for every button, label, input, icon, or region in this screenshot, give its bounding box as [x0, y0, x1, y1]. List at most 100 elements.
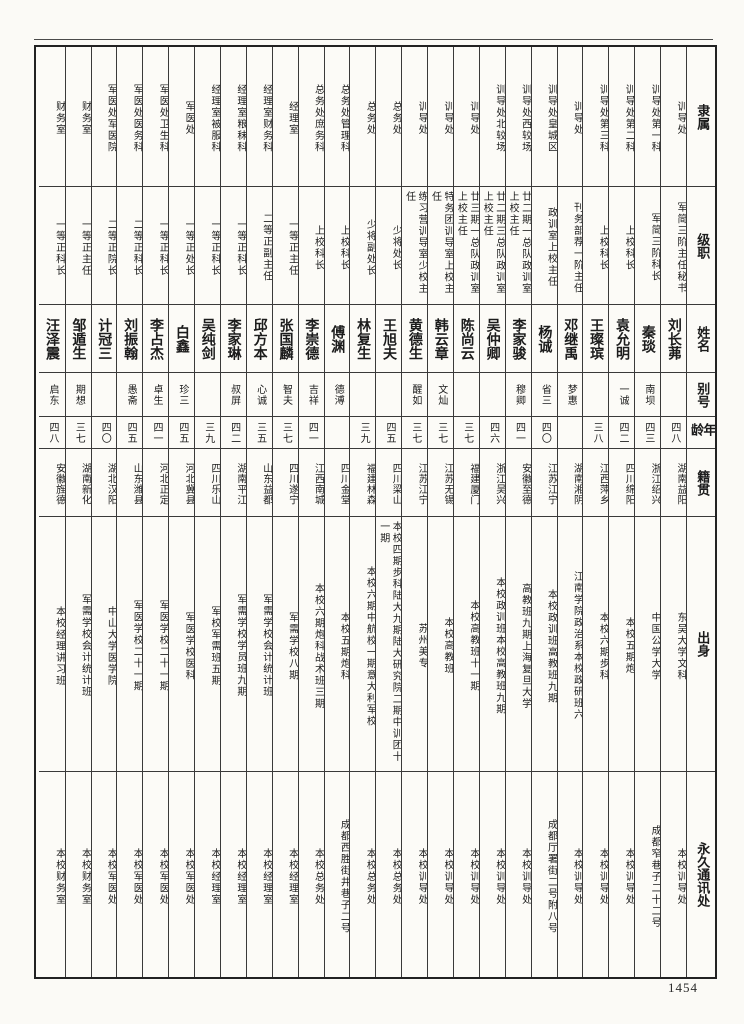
- cell-address: 本校经理室: [208, 847, 220, 906]
- person-column: 训导处第三科 上校科长 王璨瑸 三八 江西萍乡 本校六期步科 本校训导处: [582, 47, 609, 977]
- cell-native-place: 四川遂宁: [272, 449, 298, 517]
- person-column: 经理室粮秣科 一等正科长 李家琳 叔屏 四二 湖南平江 军需学校学员班九期 本校…: [219, 47, 246, 977]
- cell-age: 三七: [65, 417, 91, 449]
- cell-address: 本校经理室: [260, 847, 272, 906]
- cell-address: 本校经理室: [234, 847, 246, 906]
- cell-native-place: 四川乐山: [195, 449, 220, 517]
- cell-native-place: 江苏无锡: [428, 449, 453, 517]
- cell-affiliation: 总务处管理科: [324, 47, 350, 187]
- cell-rank: 二等正科长: [117, 187, 143, 305]
- cell-rank: 刊务部荐一阶主任: [557, 187, 583, 305]
- cell-age: 四五: [376, 417, 402, 449]
- cell-alias: [195, 373, 220, 417]
- person-column: 训导处 刊务部荐一阶主任 邓继禹 梦惠 湖南湘阴 江南学院政治系本校政研班六 本…: [556, 47, 583, 977]
- cell-education: 军医学校二十一期: [117, 517, 143, 772]
- cell-education: 苏州美专: [402, 517, 428, 772]
- cell-age: 四二: [609, 417, 635, 449]
- cell-alias: 心诚: [246, 373, 272, 417]
- cell-age: 四一: [143, 417, 169, 449]
- cell-native-place: 湖南平江: [220, 449, 246, 517]
- cell-rank: 廿二期三总队政训室上校主任: [479, 187, 505, 305]
- cell-age: 三八: [583, 417, 609, 449]
- cell-address: 本校训导处: [675, 847, 686, 906]
- cell-education: 军需学校会计统计班: [246, 517, 272, 772]
- personnel-register-table: 隶属 级职 姓名 别号 年龄 籍贯 出身 永久通讯处 训导处 军简三阶主任秘书 …: [34, 45, 717, 979]
- page-number: 1454: [668, 980, 698, 995]
- cell-name: 汪泽震: [38, 305, 65, 373]
- cell-address: 本校训导处: [571, 847, 583, 906]
- cell-education: 军需学校八期: [272, 517, 298, 772]
- cell-affiliation: 训导处皇城区: [531, 47, 557, 187]
- cell-rank: 少将副处长: [350, 187, 376, 305]
- cell-alias: 期想: [65, 373, 91, 417]
- page-top-rule: [34, 39, 713, 40]
- cell-age: 四八: [38, 417, 65, 449]
- cell-education: 军医学校医科: [169, 517, 195, 772]
- cell-rank: 二等正院长: [91, 187, 117, 305]
- cell-education: 高教班九期上海复旦大学: [505, 517, 531, 772]
- cell-address: 成都西胜街井巷子二号: [338, 819, 350, 934]
- cell-age: 四五: [169, 417, 195, 449]
- cell-affiliation: 训导处西较场: [505, 47, 531, 187]
- cell-rank: 廿二期一总队政训室上校主任: [505, 187, 531, 305]
- cell-affiliation: 训导处第一科: [635, 47, 661, 187]
- cell-native-place: 湖南益阳: [661, 449, 686, 517]
- cell-affiliation: 军医处军医院: [91, 47, 117, 187]
- cell-address: 本校财务室: [53, 847, 65, 906]
- cell-education: 本校经理讲习班: [38, 517, 65, 772]
- cell-rank: 二等正副主任: [246, 187, 272, 305]
- cell-age: 三九: [350, 417, 376, 449]
- cell-age: 四〇: [91, 417, 117, 449]
- cell-age: 四八: [661, 417, 686, 449]
- cell-education: 军医学校二十一期: [143, 517, 169, 772]
- cell-address: 本校训导处: [623, 847, 635, 906]
- cell-alias: 启东: [38, 373, 65, 417]
- cell-rank: 上校科长: [324, 187, 350, 305]
- cell-education: 本校五期炮: [609, 517, 635, 772]
- cell-address: 本校训导处: [467, 847, 479, 906]
- cell-native-place: 湖南湘阴: [557, 449, 583, 517]
- cell-address: 本校总务处: [312, 847, 324, 906]
- cell-education: 本校六期炮科战术班三期: [298, 517, 324, 772]
- person-column: 训导处第一科 军简三阶科长 秦琰 南坝 四三 浙江绍兴 中国公学大学 成都窄巷子…: [634, 47, 661, 977]
- person-column: 军医处卫生科 一等正科长 李占杰 卓生 四一 河北正定 军医学校二十一期 本校军…: [142, 47, 169, 977]
- person-column: 经理室财务科 二等正副主任 邱方本 心诚 三五 山东益都 军需学校会计统计班 本…: [245, 47, 272, 977]
- cell-education: 本校高教班十一期: [453, 517, 479, 772]
- cell-alias: 吉祥: [298, 373, 324, 417]
- cell-alias: 醒如: [402, 373, 428, 417]
- person-column: 总务处管理科 上校科长 傅渊 德溥 四川金堂 本校五期炮科 成都西胜街井巷子二号: [323, 47, 350, 977]
- cell-name: 袁允明: [609, 305, 635, 373]
- cell-address: 本校训导处: [493, 847, 505, 906]
- cell-rank: 一等正科长: [143, 187, 169, 305]
- header-age-label: 年龄: [687, 417, 715, 449]
- cell-rank: 一等正科长: [38, 187, 65, 305]
- cell-alias: 一诚: [609, 373, 635, 417]
- cell-name: 李崇德: [298, 305, 324, 373]
- cell-name: 刘长茀: [661, 305, 686, 373]
- cell-address: 成都厅署街二号附八号: [545, 819, 557, 934]
- cell-rank: 练习营训导室少校主任: [402, 187, 428, 305]
- cell-name: 李占杰: [143, 305, 169, 373]
- header-education-label: 出身: [687, 517, 715, 772]
- cell-rank: 上校科长: [583, 187, 609, 305]
- cell-name: 邹遁生: [65, 305, 91, 373]
- cell-alias: [91, 373, 117, 417]
- cell-rank: 廿三期一总队政训室上校主任: [453, 187, 479, 305]
- cell-address: 本校训导处: [519, 847, 531, 906]
- person-column: 训导处 廿三期一总队政训室上校主任 陈尚云 三七 福建厦门 本校高教班十一期 本…: [452, 47, 479, 977]
- cell-affiliation: 总务处: [376, 47, 402, 187]
- person-column: 训导处 练习营训导室少校主任 黄德生 醒如 三七 江苏江宁 苏州美专 本校训导处: [401, 47, 428, 977]
- cell-affiliation: 训导处: [557, 47, 583, 187]
- cell-native-place: 江苏江宁: [531, 449, 557, 517]
- cell-age: 四〇: [531, 417, 557, 449]
- cell-name: 计冠三: [91, 305, 117, 373]
- cell-name: 陈尚云: [453, 305, 479, 373]
- cell-age: 四六: [479, 417, 505, 449]
- cell-rank: 少将处长: [376, 187, 402, 305]
- person-column: 军医处 一等正处长 白鑫 珍三 四五 河北冀县 军医学校医科 本校军医处: [168, 47, 195, 977]
- cell-age: 四一: [298, 417, 324, 449]
- cell-name: 刘振翰: [117, 305, 143, 373]
- cell-name: 吴仲卿: [479, 305, 505, 373]
- cell-alias: 智夫: [272, 373, 298, 417]
- cell-age: 三七: [272, 417, 298, 449]
